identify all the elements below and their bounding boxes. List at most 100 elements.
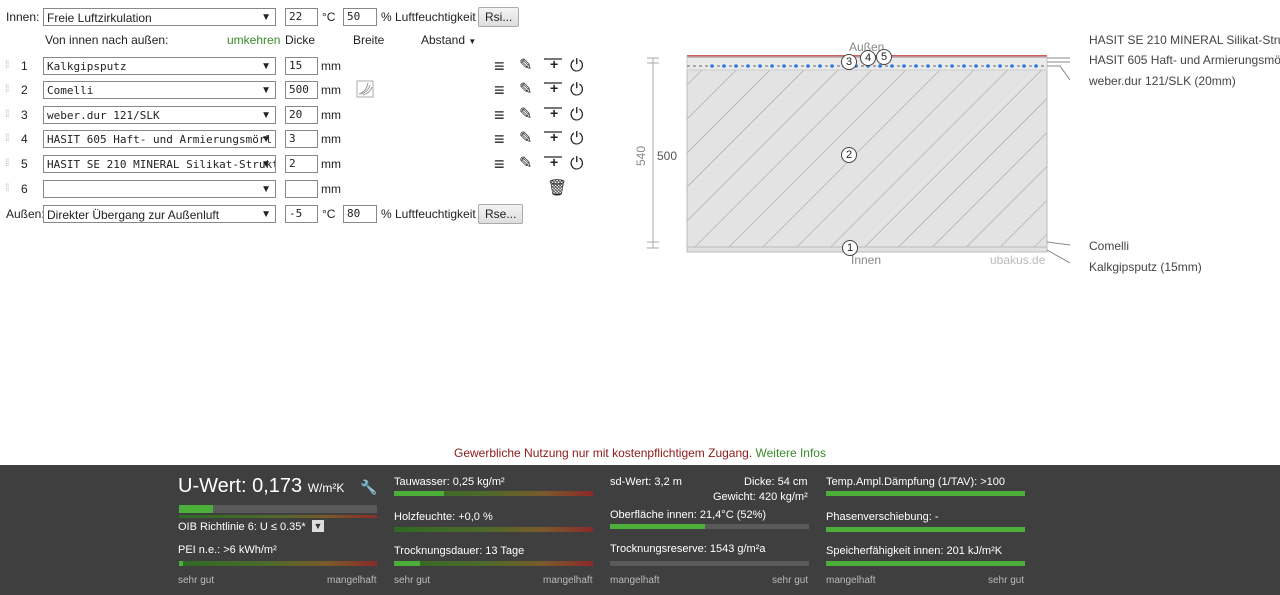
phase-shift-value: Phasenverschiebung: -	[826, 511, 939, 523]
menu-icon[interactable]: ≡	[494, 80, 505, 100]
label-plaster: Kalkgipsputz (15mm)	[1089, 260, 1202, 274]
add-layer-icon[interactable]: +	[544, 103, 562, 121]
add-layer-icon[interactable]: +	[544, 78, 562, 96]
wrench-icon[interactable]: 🔧	[360, 479, 378, 495]
outside-humidity-input[interactable]: 80	[343, 205, 377, 223]
rse-button[interactable]: Rse...	[478, 204, 524, 224]
u-value-scale-track	[179, 515, 377, 518]
drag-handle-icon[interactable]: ⁞⁞	[5, 183, 9, 194]
condensate-value: Tauwasser: 0,25 kg/m²	[394, 476, 505, 488]
power-icon[interactable]: ⏻	[570, 154, 584, 173]
inside-temp-input[interactable]: 22	[285, 8, 318, 26]
menu-icon[interactable]: ≡	[494, 129, 505, 149]
oib-dropdown-icon[interactable]: ▼	[312, 520, 324, 532]
drag-handle-icon[interactable]: ⁞⁞	[5, 109, 9, 120]
drying-reserve-value: Trocknungsreserve: 1543 g/m²a	[610, 543, 766, 555]
spacing-header[interactable]: Abstand ▼	[421, 33, 477, 47]
condensate-drop	[746, 64, 750, 68]
inside-humidity-input[interactable]: 50	[343, 8, 377, 26]
marker-4[interactable]: 4	[860, 50, 876, 66]
surface-inside-value: Oberfläche innen: 21,4°C (52%)	[610, 509, 767, 521]
dropdown-arrow-icon: ▼	[261, 209, 271, 220]
pencil-icon[interactable]: ✎	[519, 57, 533, 74]
layer-thickness-unit: mm	[321, 59, 341, 73]
layer-number: 4	[21, 132, 28, 146]
layer-detail-icon[interactable]	[356, 80, 376, 100]
layer-material-select[interactable]: Kalkgipsputz ▼	[43, 57, 276, 75]
surface-bar	[610, 524, 705, 529]
trash-icon[interactable]: 🗑	[547, 180, 568, 197]
inside-climate-select[interactable]: Freie Luftzirkulation ▼	[43, 8, 276, 26]
add-layer-icon[interactable]: +	[544, 152, 562, 170]
scale-good-2: sehr gut	[394, 575, 431, 586]
layer-material-select[interactable]: HASIT 605 Haft- und Armierungsmörl ▼	[43, 130, 276, 148]
layer-thickness-input[interactable]: 500	[285, 81, 318, 99]
label-hasit210: HASIT SE 210 MINERAL Silikat-Stru	[1089, 33, 1280, 47]
layer-thickness-unit: mm	[321, 182, 341, 196]
marker-2[interactable]: 2	[841, 147, 857, 163]
layer-material-select[interactable]: ▼	[43, 180, 276, 198]
drag-handle-icon[interactable]: ⁞⁞	[5, 133, 9, 144]
condensate-drop	[830, 64, 834, 68]
power-icon[interactable]: ⏻	[570, 80, 584, 99]
layer-material-select[interactable]: weber.dur 121/SLK ▼	[43, 106, 276, 124]
outside-climate-select[interactable]: Direkter Übergang zur Außenluft ▼	[43, 205, 276, 223]
label-comelli: Comelli	[1089, 239, 1130, 253]
reverse-link[interactable]: umkehren	[227, 33, 281, 47]
condensate-drop	[902, 64, 906, 68]
layer-thickness-input[interactable]: 20	[285, 106, 318, 124]
marker-3[interactable]: 3	[841, 54, 857, 70]
layer-thickness-input[interactable]: 2	[285, 155, 318, 173]
menu-icon[interactable]: ≡	[494, 56, 505, 76]
drag-handle-icon[interactable]: ⁞⁞	[5, 158, 9, 169]
layer-material-select[interactable]: Comelli ▼	[43, 81, 276, 99]
condensate-drop	[974, 64, 978, 68]
layer-thickness-input[interactable]: 3	[285, 130, 318, 148]
power-icon[interactable]: ⏻	[570, 56, 584, 75]
outside-temp-input[interactable]: -5	[285, 205, 318, 223]
power-icon[interactable]: ⏻	[570, 105, 584, 124]
drag-handle-icon[interactable]: ⁞⁞	[5, 84, 9, 95]
layer-thickness-input[interactable]: 15	[285, 57, 318, 75]
condensate-drop	[710, 64, 714, 68]
phase-shift-bar	[826, 527, 1025, 532]
pencil-icon[interactable]: ✎	[519, 130, 533, 147]
menu-icon[interactable]: ≡	[494, 105, 505, 125]
more-info-link[interactable]: Weitere Infos	[755, 446, 826, 460]
condensate-drop	[1022, 64, 1026, 68]
layer-thickness-input[interactable]	[285, 180, 318, 198]
dropdown-arrow-icon: ▼	[261, 184, 271, 195]
layer-thickness-unit: mm	[321, 132, 341, 146]
condensate-bar	[394, 491, 444, 496]
scale-bad-3: mangelhaft	[610, 575, 660, 586]
caret-down-icon: ▼	[468, 37, 477, 46]
pencil-icon[interactable]: ✎	[519, 81, 533, 98]
menu-icon[interactable]: ≡	[494, 154, 505, 174]
outside-temp-unit: °C	[322, 207, 336, 221]
rsi-button[interactable]: Rsi...	[478, 7, 520, 27]
drag-handle-icon[interactable]: ⁞⁞	[5, 60, 9, 71]
pencil-icon[interactable]: ✎	[519, 155, 533, 172]
add-layer-icon[interactable]: +	[544, 54, 562, 72]
scale-bad-2: mangelhaft	[543, 575, 593, 586]
condensate-drop	[818, 64, 822, 68]
drying-time-value: Trocknungsdauer: 13 Tage	[394, 545, 525, 557]
oib-requirement: OIB Richtlinie 6: U ≤ 0.35*	[178, 521, 306, 533]
condensate-drop	[962, 64, 966, 68]
pei-value: PEI n.e.: >6 kWh/m²	[178, 544, 277, 556]
outside-label: Außen:	[6, 207, 45, 221]
outer-side-label: Außen	[849, 40, 885, 54]
outside-humidity-unit: % Luftfeuchtigkeit	[381, 207, 476, 221]
condensate-drop	[938, 64, 942, 68]
add-layer-icon[interactable]: +	[544, 127, 562, 145]
label-weber: weber.dur 121/SLK (20mm)	[1089, 74, 1236, 88]
u-value-display: U-Wert: 0,173 W/m²K	[178, 475, 345, 497]
marker-1[interactable]: 1	[842, 240, 858, 256]
condensate-drop	[734, 64, 738, 68]
layer-material-select[interactable]: HASIT SE 210 MINERAL Silikat-Strukt ▼	[43, 155, 276, 173]
marker-5[interactable]: 5	[876, 49, 892, 65]
power-icon[interactable]: ⏻	[570, 129, 584, 148]
pencil-icon[interactable]: ✎	[519, 106, 533, 123]
label-hasit605: HASIT 605 Haft- und Armierungsmö	[1089, 53, 1280, 67]
wall-diagram	[647, 55, 1070, 264]
